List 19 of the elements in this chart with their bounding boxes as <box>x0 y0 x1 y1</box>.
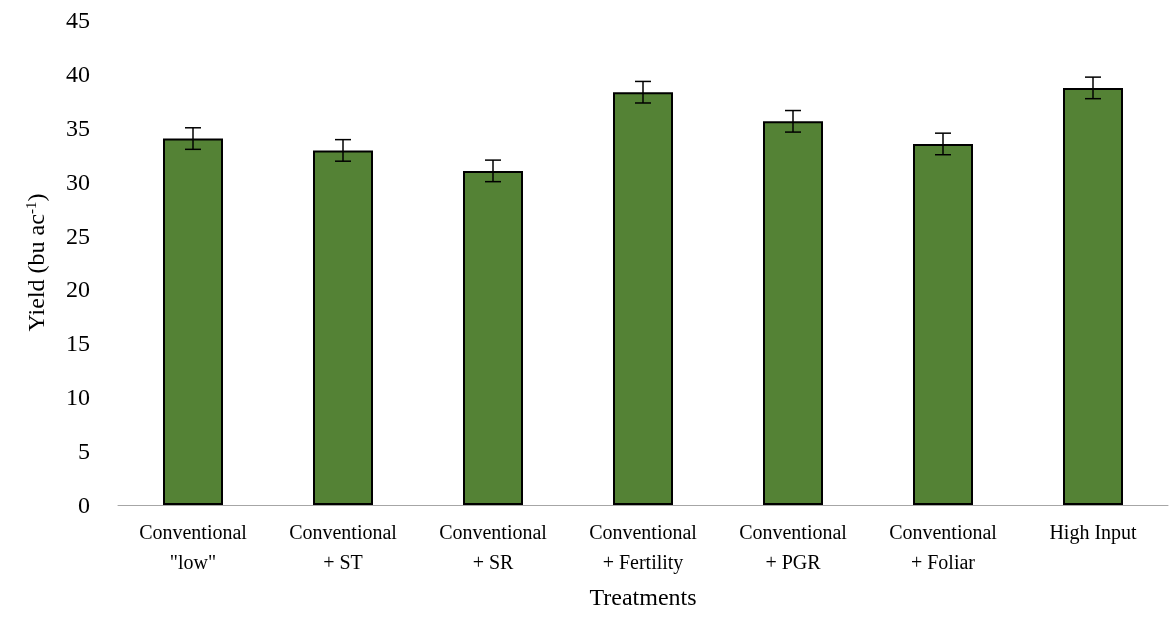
y-tick-label: 40 <box>66 60 90 87</box>
y-tick-label: 20 <box>66 276 90 303</box>
y-tick-label: 15 <box>66 330 90 357</box>
x-tick-label: Conventional + SR <box>439 521 548 573</box>
y-tick-label: 10 <box>66 384 90 411</box>
y-tick-label: 25 <box>66 222 90 249</box>
y-tick-label: 35 <box>66 114 90 141</box>
x-axis-title: Treatments <box>589 584 697 610</box>
y-tick-label: 0 <box>78 492 90 518</box>
x-tick-label: Conventional + ST <box>289 521 398 573</box>
x-tick-label: High Input <box>1049 521 1138 544</box>
y-tick-label: 45 <box>66 7 90 33</box>
x-tick-label: Conventional + PGR <box>739 521 848 573</box>
x-tick-label: Conventional + Fertility <box>589 521 698 574</box>
y-tick-label: 30 <box>66 168 90 195</box>
x-tick-label: Conventional "low" <box>139 521 248 573</box>
y-axis-title: Yield (bu ac-1) <box>22 193 49 332</box>
y-tick-label: 5 <box>78 438 90 465</box>
x-tick-label: Conventional + Foliar <box>889 521 998 573</box>
